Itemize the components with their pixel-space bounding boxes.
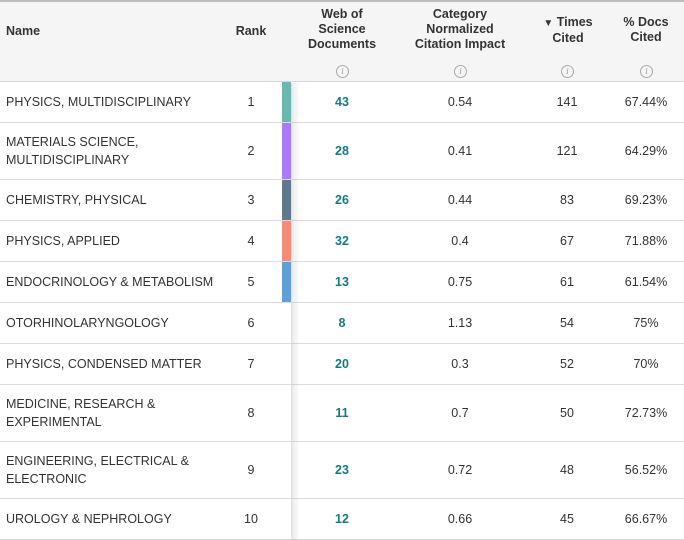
times-cited-value: 45 (560, 512, 574, 526)
cnci-value: 0.41 (447, 144, 473, 158)
table-row[interactable]: CHEMISTRY, PHYSICAL 3 26 0.44 83 69.23% (0, 180, 684, 221)
pct-docs-cited-value: 69.23% (624, 193, 668, 207)
header-pct-docs-cited[interactable]: % Docs Cited (623, 15, 669, 44)
pct-docs-cited-value: 64.29% (624, 144, 668, 158)
times-cited-value: 83 (560, 193, 574, 207)
sort-desc-icon: ▼ (543, 18, 554, 29)
category-name[interactable]: PHYSICS, CONDENSED MATTER (6, 357, 202, 371)
times-cited-value: 50 (560, 406, 574, 420)
rank-value: 7 (247, 357, 255, 371)
category-name[interactable]: PHYSICS, APPLIED (6, 234, 120, 248)
rank-value: 10 (244, 512, 258, 526)
rank-value: 3 (247, 193, 255, 207)
pct-docs-cited-value: 70% (633, 357, 659, 371)
category-name[interactable]: ENDOCRINOLOGY & METABOLISM (6, 275, 214, 289)
pct-docs-cited-value: 71.88% (624, 234, 668, 248)
rank-value: 2 (247, 144, 255, 158)
series-color-swatch (282, 180, 291, 220)
frozen-column-shadow (291, 83, 300, 540)
table-row[interactable]: PHYSICS, MULTIDISCIPLINARY 1 43 0.54 141 67.4… (0, 82, 684, 123)
info-icon[interactable]: i (336, 65, 349, 78)
table-body: PHYSICS, MULTIDISCIPLINARY 1 43 0.54 141 67.4… (0, 82, 684, 540)
wos-documents-link[interactable]: 20 (335, 357, 349, 371)
table-row[interactable]: MEDICINE, RESEARCH & EXPERIMENTAL 8 11 0.7 5… (0, 385, 684, 442)
cnci-value: 0.3 (451, 357, 469, 371)
table-row[interactable]: OTORHINOLARYNGOLOGY 6 8 1.13 54 75% (0, 303, 684, 344)
cnci-value: 0.4 (451, 234, 469, 248)
table-row[interactable]: MATERIALS SCIENCE, MULTIDISCIPLINARY 2 28 0… (0, 123, 684, 180)
header-cnci[interactable]: Category Normalized Citation Impact (414, 7, 506, 51)
times-cited-value: 67 (560, 234, 574, 248)
cnci-value: 0.54 (447, 95, 473, 109)
category-name[interactable]: PHYSICS, MULTIDISCIPLINARY (6, 95, 191, 109)
wos-documents-link[interactable]: 32 (335, 234, 349, 248)
rank-value: 1 (247, 95, 255, 109)
times-cited-value: 141 (556, 95, 578, 109)
category-name[interactable]: MEDICINE, RESEARCH & EXPERIMENTAL (6, 397, 156, 429)
table-row[interactable]: ENDOCRINOLOGY & METABOLISM 5 13 0.75 61 61.54… (0, 262, 684, 303)
rank-value: 4 (247, 234, 255, 248)
rank-value: 5 (247, 275, 255, 289)
header-rank[interactable]: Rank (235, 24, 267, 38)
times-cited-value: 52 (560, 357, 574, 371)
cnci-value: 0.66 (447, 512, 473, 526)
wos-documents-link[interactable]: 26 (335, 193, 349, 207)
pct-docs-cited-value: 67.44% (624, 95, 668, 109)
pct-docs-cited-value: 56.52% (624, 463, 668, 477)
rank-value: 8 (247, 406, 255, 420)
wos-documents-link[interactable]: 13 (335, 275, 349, 289)
times-cited-value: 54 (560, 316, 574, 330)
header-wos-documents[interactable]: Web of Science Documents (307, 7, 377, 51)
cnci-value: 0.75 (447, 275, 473, 289)
info-icon[interactable]: i (454, 65, 467, 78)
cnci-value: 0.72 (447, 463, 473, 477)
pct-docs-cited-value: 61.54% (624, 275, 668, 289)
table-row[interactable]: PHYSICS, CONDENSED MATTER 7 20 0.3 52 70% (0, 344, 684, 385)
category-name[interactable]: CHEMISTRY, PHYSICAL (6, 193, 147, 207)
category-name[interactable]: MATERIALS SCIENCE, MULTIDISCIPLINARY (6, 135, 139, 167)
times-cited-value: 121 (556, 144, 578, 158)
header-times-cited[interactable]: ▼ Times Cited (535, 15, 601, 46)
wos-documents-link[interactable]: 43 (335, 95, 349, 109)
series-color-swatch (282, 262, 291, 302)
rank-value: 9 (247, 463, 255, 477)
table-row[interactable]: PHYSICS, APPLIED 4 32 0.4 67 71.88% (0, 221, 684, 262)
info-icon[interactable]: i (561, 65, 574, 78)
pct-docs-cited-value: 75% (633, 316, 659, 330)
rank-value: 6 (247, 316, 255, 330)
header-name[interactable]: Name (6, 24, 41, 38)
category-name[interactable]: UROLOGY & NEPHROLOGY (6, 512, 172, 526)
wos-documents-link[interactable]: 8 (338, 316, 346, 330)
cnci-value: 1.13 (447, 316, 473, 330)
times-cited-value: 61 (560, 275, 574, 289)
series-color-swatch (282, 123, 291, 179)
cnci-value: 0.7 (451, 406, 469, 420)
table-header: Name Rank Web of Science Documents Categ… (0, 2, 684, 82)
series-color-swatch (282, 82, 291, 122)
category-name[interactable]: ENGINEERING, ELECTRICAL & ELECTRONIC (6, 454, 189, 486)
wos-documents-link[interactable]: 11 (335, 406, 349, 420)
pct-docs-cited-value: 72.73% (624, 406, 668, 420)
info-icon[interactable]: i (640, 65, 653, 78)
table-row[interactable]: ENGINEERING, ELECTRICAL & ELECTRONIC 9 23 0… (0, 442, 684, 499)
pct-docs-cited-value: 66.67% (624, 512, 668, 526)
wos-documents-link[interactable]: 12 (335, 512, 349, 526)
wos-documents-link[interactable]: 28 (335, 144, 349, 158)
wos-documents-link[interactable]: 23 (335, 463, 349, 477)
cnci-value: 0.44 (447, 193, 473, 207)
header-times-cited-label: Times Cited (552, 15, 593, 45)
series-color-swatch (282, 221, 291, 261)
times-cited-value: 48 (560, 463, 574, 477)
category-name[interactable]: OTORHINOLARYNGOLOGY (6, 316, 169, 330)
